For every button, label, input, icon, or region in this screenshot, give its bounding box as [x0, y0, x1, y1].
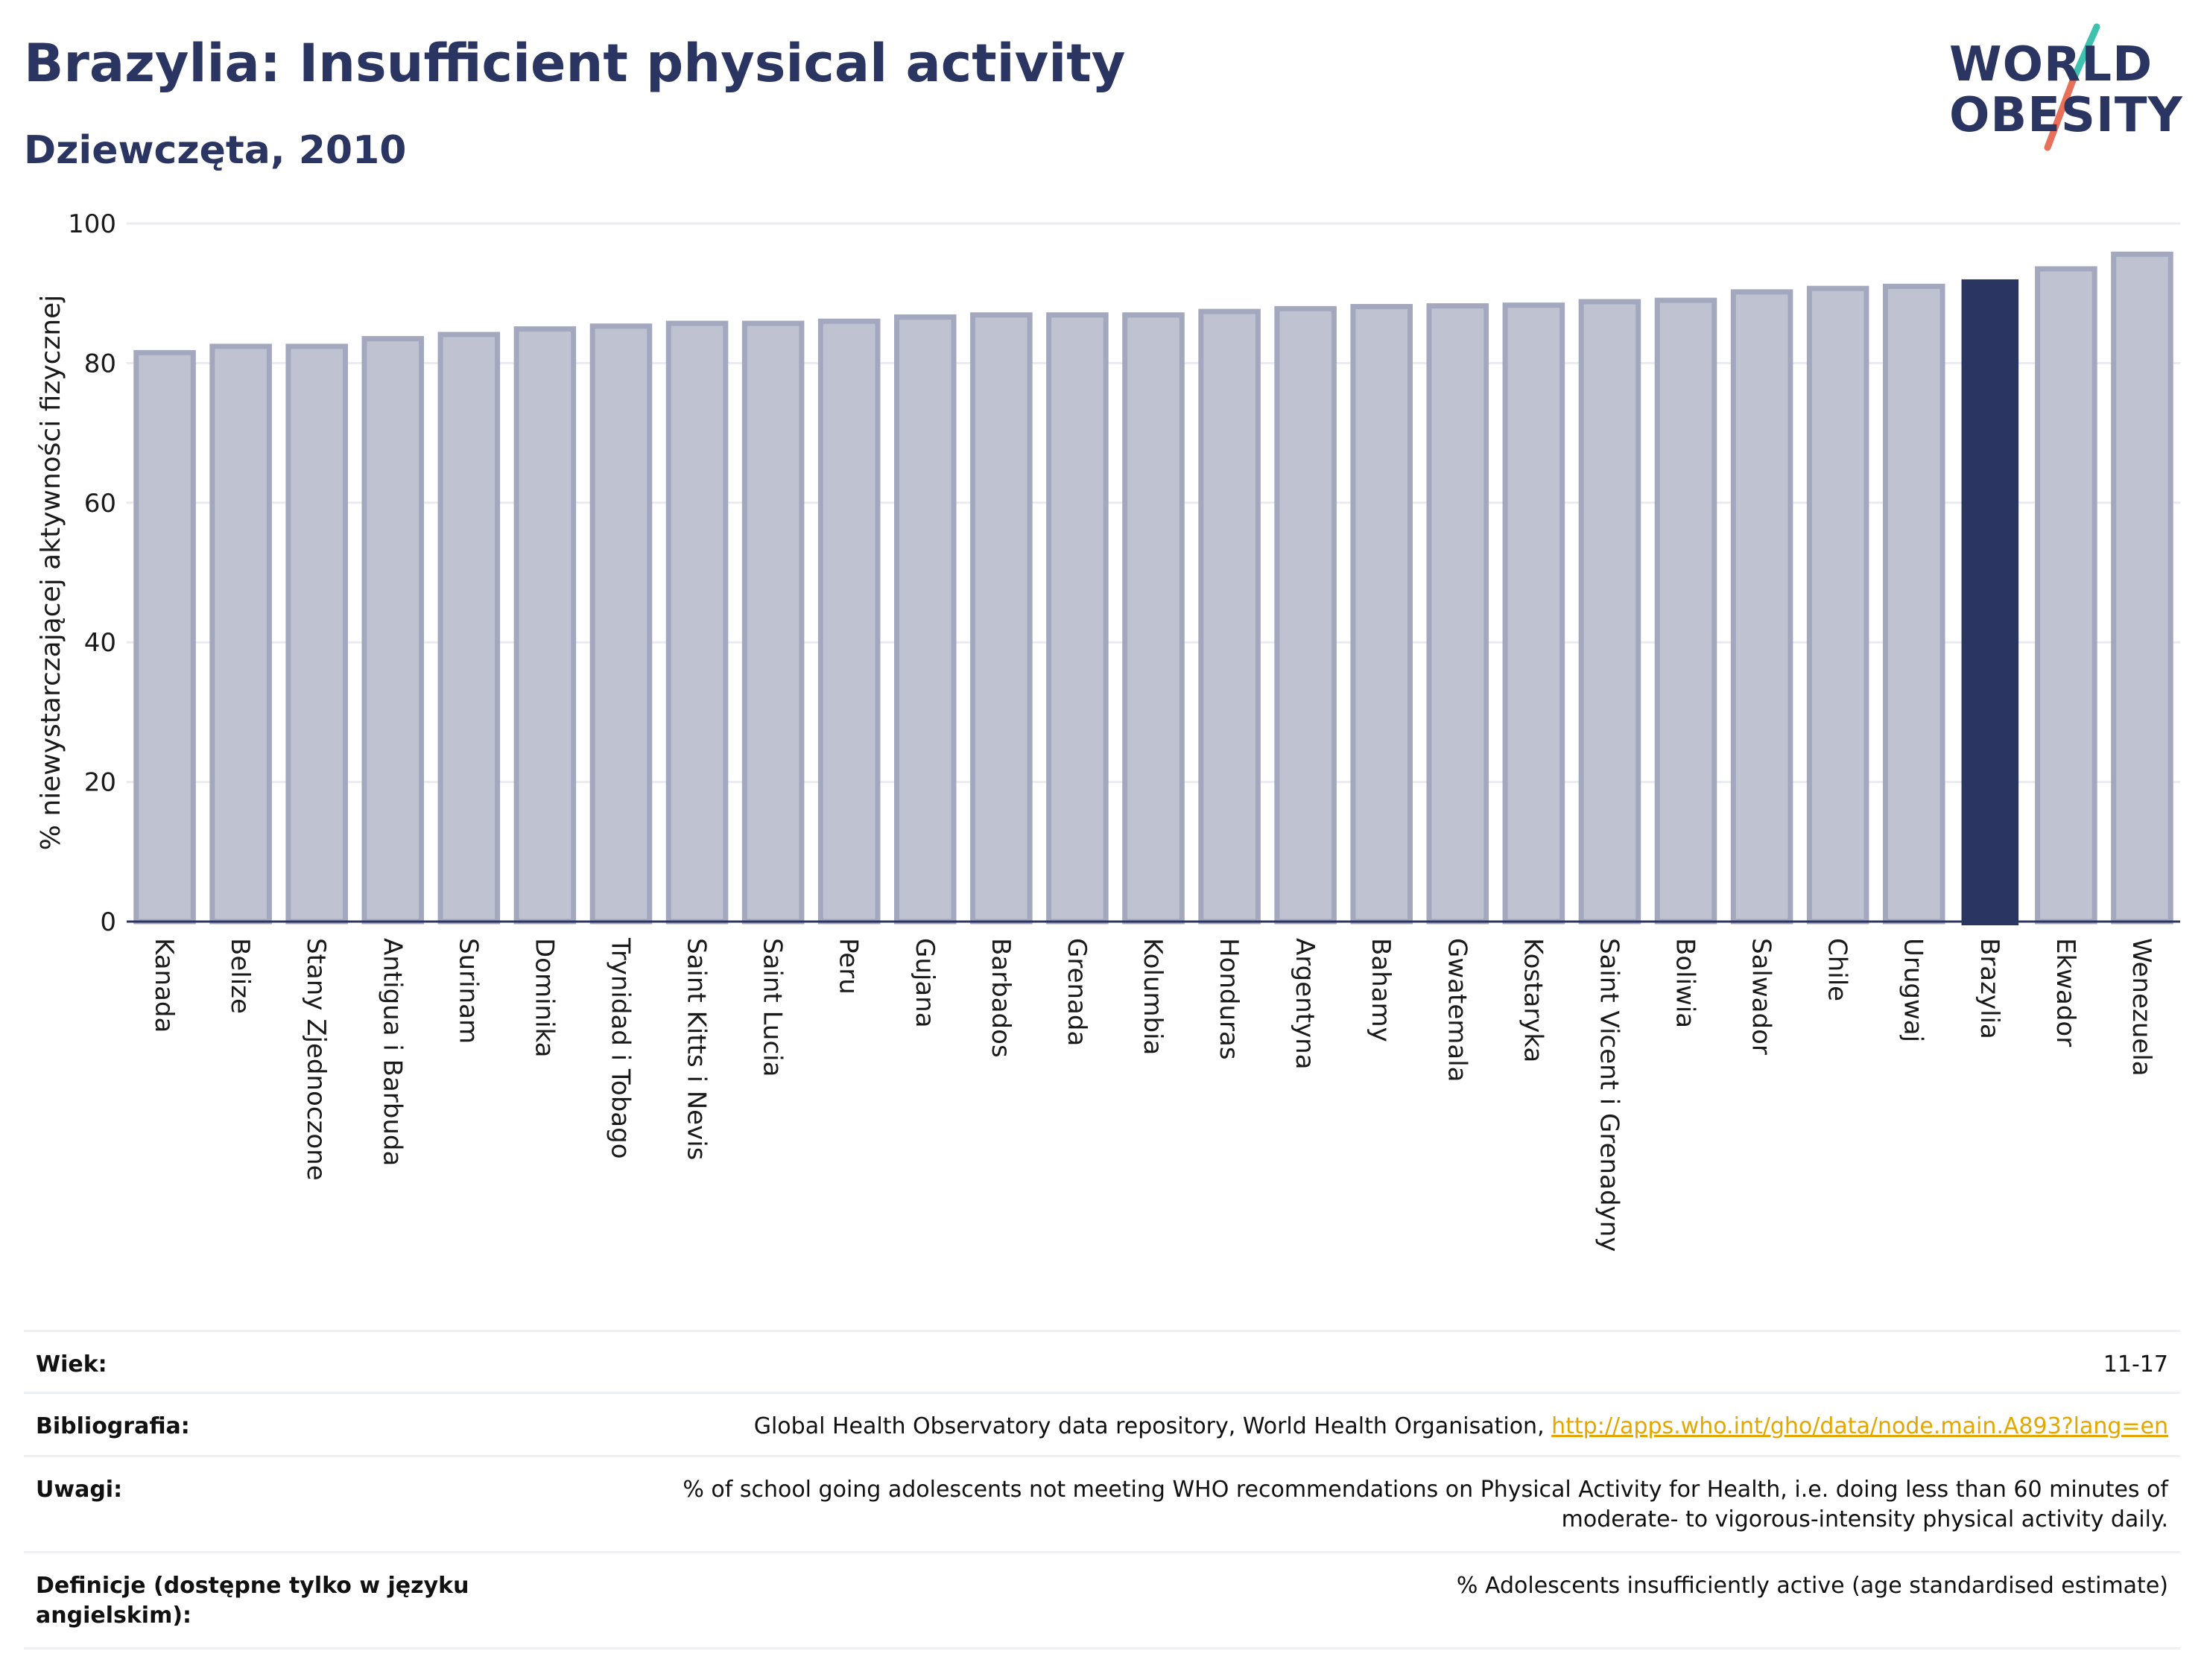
- bibliography-link[interactable]: http://apps.who.int/gho/data/node.main.A…: [1551, 1413, 2168, 1439]
- bar: [1198, 308, 1261, 925]
- info-row-bibliography: Bibliografia: Global Health Observatory …: [24, 1392, 2180, 1455]
- info-table: Wiek: 11-17 Bibliografia: Global Health …: [24, 1330, 2180, 1649]
- bar: [1882, 283, 1945, 925]
- x-tick-label: Dominika: [529, 938, 559, 1057]
- x-tick-label: Chile: [1823, 938, 1852, 1001]
- x-tick-label: Honduras: [1214, 938, 1244, 1060]
- chart-subtitle: Dziewczęta, 2010: [24, 128, 407, 173]
- x-tick-label: Gwatemala: [1442, 938, 1472, 1082]
- info-value-bibliography: Global Health Observatory data repositor…: [566, 1412, 2168, 1442]
- x-tick-label: Saint Vicent i Grenadyny: [1594, 938, 1624, 1252]
- info-row-notes: Uwagi: % of school going adolescents not…: [24, 1455, 2180, 1551]
- x-tick-label: Bahamy: [1366, 938, 1396, 1042]
- x-tick-label: Argentyna: [1290, 938, 1320, 1070]
- bar: [1502, 302, 1565, 925]
- y-tick-label: 20: [84, 768, 116, 798]
- info-value-age: 11-17: [2103, 1351, 2168, 1378]
- info-value-notes: % of school going adolescents not meetin…: [683, 1477, 2168, 1532]
- info-value-definitions: % Adolescents insufficiently active (age…: [1456, 1573, 2168, 1599]
- bibliography-text: Global Health Observatory data repositor…: [753, 1413, 1552, 1439]
- x-tick-label: Brazylia: [1975, 938, 2004, 1039]
- logo-text-world: WORLD: [1949, 37, 2153, 92]
- x-tick-label: Salwador: [1747, 938, 1776, 1055]
- y-tick-label: 60: [84, 489, 116, 519]
- bar: [1274, 305, 1337, 925]
- x-tick-label: Ekwador: [2051, 938, 2080, 1047]
- x-tick-label: Boliwia: [1671, 938, 1700, 1028]
- info-key-age: Wiek:: [36, 1351, 107, 1378]
- bar: [285, 343, 348, 925]
- bar: [894, 314, 957, 925]
- x-tick-label: Belize: [225, 938, 255, 1014]
- bar: [361, 336, 425, 925]
- y-axis-title: % niewystarczającej aktywności fizycznej: [36, 295, 66, 851]
- y-tick-label: 40: [84, 628, 116, 658]
- info-row-definitions: Definicje (dostępne tylko w języku angie…: [24, 1551, 2180, 1649]
- bar: [1730, 289, 1793, 925]
- bar: [1426, 303, 1489, 925]
- x-tick-label: Saint Kitts i Nevis: [682, 938, 712, 1160]
- info-key-definitions: Definicje (dostępne tylko w języku angie…: [36, 1573, 469, 1629]
- x-tick-label: Barbados: [986, 938, 1016, 1058]
- info-key-bibliography: Bibliografia:: [36, 1413, 190, 1439]
- bar: [437, 332, 501, 925]
- bar: [665, 320, 729, 925]
- bar: [1350, 304, 1413, 925]
- x-tick-label: Trynidad i Tobago: [605, 937, 635, 1159]
- x-tick-label: Kolumbia: [1138, 938, 1168, 1055]
- bar: [1046, 312, 1109, 925]
- bar-chart: 0 20 40 60 80 100 % niewystarczającej aktywnoś…: [36, 209, 2180, 1252]
- bar: [1578, 299, 1641, 925]
- x-tick-label: Gujana: [910, 938, 940, 1028]
- x-tick-label: Surinam: [453, 938, 483, 1044]
- bar-highlighted: [1961, 279, 2019, 926]
- info-key-notes: Uwagi:: [36, 1477, 123, 1503]
- bar: [1654, 297, 1717, 925]
- bar: [2111, 251, 2173, 925]
- bar: [513, 326, 577, 925]
- y-tick-label: 100: [68, 209, 116, 239]
- y-tick-label: 0: [100, 907, 116, 937]
- info-row-age: Wiek: 11-17: [24, 1330, 2180, 1392]
- bar: [133, 349, 196, 925]
- bar: [741, 320, 805, 925]
- x-tick-label: Urugwaj: [1899, 938, 1928, 1042]
- logo-slash-icon: [2044, 23, 2100, 151]
- x-tick-label: Antigua i Barbuda: [377, 938, 407, 1166]
- bar: [1122, 312, 1185, 925]
- world-obesity-logo: WORLD OBESITY: [1937, 22, 2191, 156]
- bar: [1806, 285, 1869, 925]
- logo-text-obesity: OBESITY: [1949, 88, 2183, 143]
- x-tick-label: Wenezuela: [2127, 938, 2156, 1077]
- bar: [209, 343, 272, 925]
- x-tick-label: Kanada: [149, 938, 179, 1033]
- bar: [970, 312, 1033, 925]
- bar: [589, 323, 653, 925]
- x-tick-label: Stany Zjednoczone: [301, 938, 331, 1181]
- x-tick-label: Saint Lucia: [758, 938, 788, 1077]
- y-tick-label: 80: [84, 349, 116, 378]
- bar: [2035, 266, 2097, 925]
- x-tick-label: Peru: [834, 938, 864, 995]
- x-tick-label: Kostaryka: [1518, 938, 1548, 1062]
- bar: [817, 318, 881, 925]
- x-tick-label: Grenada: [1062, 938, 1092, 1046]
- chart-title: Brazylia: Insufficient physical activity: [24, 33, 1126, 94]
